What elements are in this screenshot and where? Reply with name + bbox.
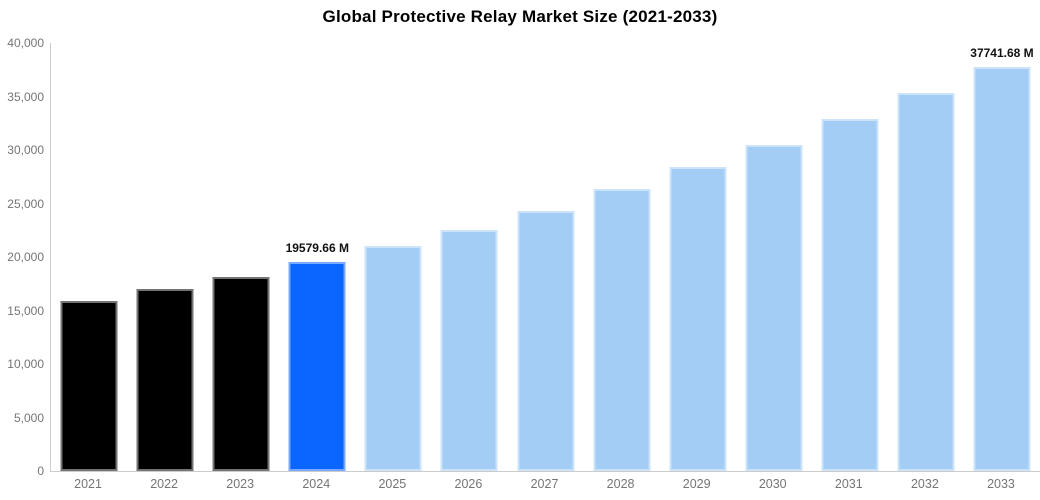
x-axis: 2021 2022 2023 2024 2025 2026 2027 2028 2029 2030… — [50, 477, 1039, 491]
x-tick-label-2022: 2022 — [150, 477, 179, 491]
plot-area: 19579.66 M 37741.68 M — [50, 43, 1040, 472]
bar-2033[interactable] — [973, 67, 1031, 471]
y-tick-label: 0 — [37, 464, 44, 478]
y-tick-label: 35,000 — [7, 89, 44, 104]
bar-slot-2022 — [127, 43, 203, 471]
bar-slot-2033: 37741.68 M — [964, 43, 1040, 471]
y-tick-label: 25,000 — [7, 196, 44, 211]
x-tick-label-2026: 2026 — [454, 477, 483, 491]
y-tick-label: 20,000 — [7, 250, 44, 264]
bar-slot-2024: 19579.66 M — [279, 43, 355, 471]
x-tick-label-2031: 2031 — [834, 477, 863, 491]
x-tick-label-2029: 2029 — [682, 477, 711, 491]
x-tick-label-2021: 2021 — [74, 477, 102, 491]
bar-2025[interactable] — [364, 246, 422, 471]
y-tick-label: 30,000 — [7, 143, 44, 157]
bar-2028[interactable] — [593, 188, 651, 471]
bar-2032[interactable] — [897, 93, 955, 471]
bar-slot-2031 — [812, 43, 888, 471]
x-tick-label-2023: 2023 — [226, 477, 255, 491]
bar-slot-2026 — [431, 43, 507, 471]
y-tick-label: 5,000 — [13, 410, 44, 425]
bar-slot-2030 — [736, 43, 812, 471]
bar-2023[interactable] — [212, 276, 270, 471]
x-tick-label-2033: 2033 — [987, 477, 1015, 491]
bar-slot-2028 — [584, 43, 660, 471]
y-tick-label: 15,000 — [7, 303, 44, 318]
x-tick-label-2032: 2032 — [910, 477, 939, 491]
x-tick-label-2025: 2025 — [378, 477, 407, 491]
chart-title: Global Protective Relay Market Size (202… — [322, 7, 718, 26]
bar-2031[interactable] — [821, 119, 879, 471]
x-tick-label-2030: 2030 — [758, 477, 787, 491]
bar-2027[interactable] — [517, 211, 574, 471]
bar-2024[interactable] — [288, 261, 346, 471]
bar-slot-2025 — [355, 43, 431, 471]
x-tick-label-2024: 2024 — [302, 477, 331, 491]
bar-value-label-2033: 37741.68 M — [970, 46, 1034, 61]
bar-slot-2027 — [507, 43, 583, 471]
bar-2030[interactable] — [745, 144, 803, 471]
y-tick-label: 40,000 — [7, 36, 44, 50]
bar-2022[interactable] — [136, 289, 194, 471]
x-tick-label-2028: 2028 — [606, 477, 635, 491]
bar-2029[interactable] — [669, 167, 727, 471]
bar-value-label-2024: 19579.66 M — [285, 240, 349, 255]
bar-2021[interactable] — [60, 300, 118, 471]
bar-slot-2032 — [888, 43, 964, 471]
bar-slot-2023 — [203, 43, 279, 471]
y-tick-label: 10,000 — [7, 357, 44, 371]
bar-2026[interactable] — [440, 230, 498, 471]
bar-slot-2021 — [51, 43, 127, 471]
bar-slot-2029 — [660, 43, 736, 471]
x-tick-label-2027: 2027 — [530, 477, 559, 491]
